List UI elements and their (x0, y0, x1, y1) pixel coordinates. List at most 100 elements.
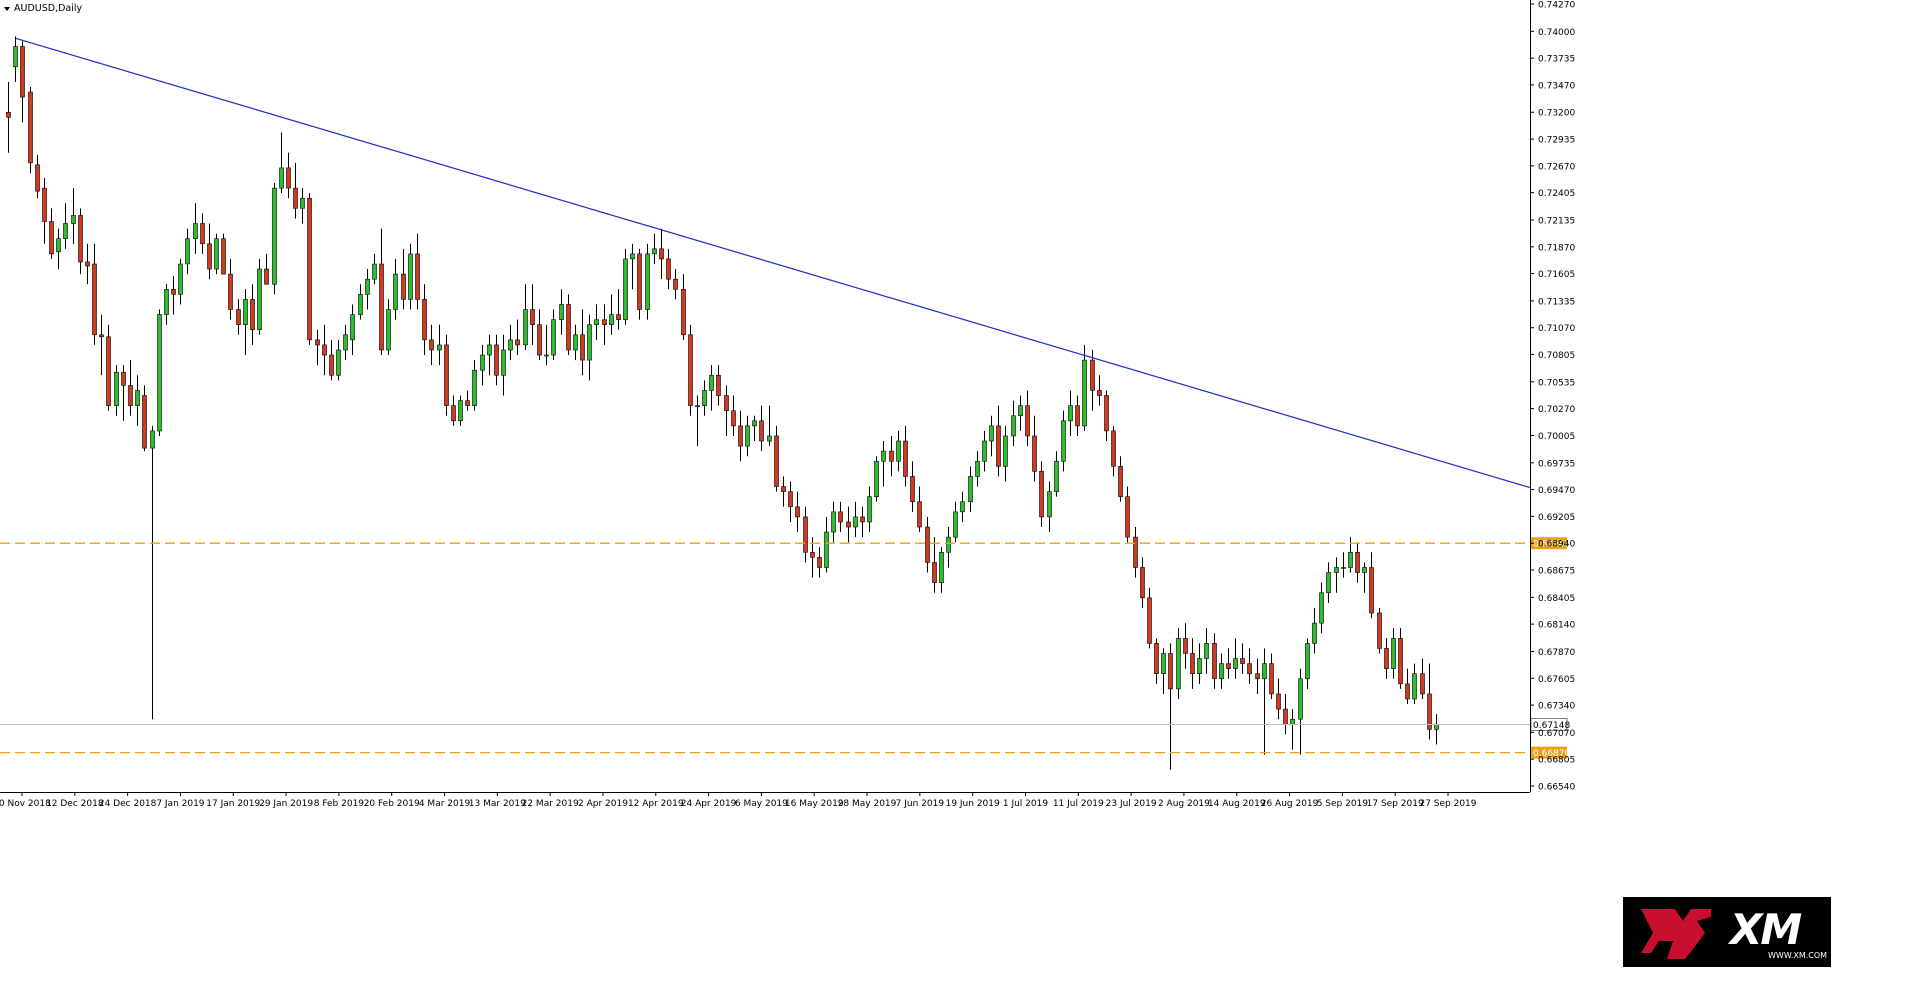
candle-bear (580, 334, 585, 361)
candle-bull (1348, 552, 1353, 568)
y-tick-label: 0.68405 (1538, 594, 1575, 604)
candle-bull (587, 324, 592, 361)
y-tick-label: 0.73470 (1538, 81, 1575, 91)
x-tick-label: 20 Feb 2019 (364, 799, 420, 809)
x-tick-label: 6 May 2019 (735, 799, 788, 809)
candle-bear (250, 299, 255, 331)
candle-bear (1154, 643, 1159, 675)
candle-bull (1068, 405, 1073, 422)
candle-bear (1140, 567, 1145, 599)
candle-bear (92, 263, 97, 336)
candle-bull (652, 248, 657, 255)
candle-bear (910, 476, 915, 503)
candle-bull (1334, 567, 1339, 573)
candle-bull (372, 263, 377, 280)
candle-bull (350, 314, 355, 341)
y-tick-label: 0.70535 (1538, 378, 1575, 388)
logo-brand: XM (1730, 905, 1802, 954)
candle-bull (1219, 663, 1224, 680)
candle-bear (781, 486, 786, 492)
x-tick-label: 22 Mar 2019 (522, 799, 579, 809)
candle-bear (602, 319, 607, 325)
x-tick-label: 12 Apr 2019 (628, 799, 684, 809)
x-tick-label: 17 Sep 2019 (1367, 799, 1424, 809)
candle-bear (322, 344, 327, 356)
candle-bull (594, 319, 599, 325)
candle-bull (1326, 572, 1331, 594)
x-tick-label: 11 Jul 2019 (1053, 799, 1104, 809)
y-tick-label: 0.73200 (1538, 109, 1575, 119)
x-tick-label: 2 Apr 2019 (578, 799, 628, 809)
candle-bull (1312, 622, 1317, 644)
candle-bear (207, 243, 212, 270)
y-tick-label: 0.70805 (1538, 351, 1575, 361)
candle-bull (1319, 592, 1324, 624)
candle-bear (537, 324, 542, 356)
candle-bull (487, 344, 492, 356)
logo-url: WWW.XM.COM (1768, 951, 1828, 960)
x-tick-label: 28 May 2019 (838, 799, 897, 809)
candle-bear (530, 309, 535, 325)
candle-bull (831, 511, 836, 533)
candle-bull (1176, 638, 1181, 690)
level-price-label: 0.66870 (1533, 749, 1570, 759)
candle-bear (1039, 471, 1044, 518)
candle-bull (953, 511, 958, 538)
candle-bull (164, 288, 169, 315)
xm-logo (1623, 897, 1831, 967)
candle-bull (1047, 491, 1052, 518)
candle-bear (1420, 673, 1425, 695)
candle-bull (1233, 658, 1238, 669)
candle-bear (28, 91, 33, 164)
x-tick-label: 16 May 2019 (785, 799, 844, 809)
candle-bull (853, 516, 858, 528)
x-tick-label: 29 Jan 2019 (259, 799, 313, 809)
candle-bear (121, 371, 126, 386)
candle-bear (917, 501, 922, 528)
candle-bear (264, 268, 269, 285)
y-tick-label: 0.71605 (1538, 270, 1575, 280)
candle-bull (623, 258, 628, 320)
candle-bear (422, 299, 427, 341)
symbol-dropdown-icon[interactable] (4, 7, 10, 11)
y-tick-label: 0.68675 (1538, 567, 1575, 577)
bull-icon (1641, 909, 1711, 959)
candle-bear (795, 506, 800, 518)
candle-bear (200, 223, 205, 245)
candle-bear (1147, 597, 1152, 644)
candle-bear (724, 395, 729, 411)
overlays-layer: 0.68940 0.66870 0.67148 (0, 37, 1570, 759)
candle-bull (1161, 653, 1166, 675)
candle-bull (1434, 723, 1439, 730)
candle-bull (1003, 435, 1008, 467)
candle-bull (874, 460, 879, 497)
candle-bull (408, 253, 413, 300)
candle-bull (573, 334, 578, 351)
y-tick-label: 0.68940 (1538, 540, 1575, 550)
candle-bear (1240, 658, 1245, 664)
y-tick-label: 0.69735 (1538, 459, 1575, 469)
x-tick-label: 23 Jul 2019 (1106, 799, 1157, 809)
candle-bull (386, 309, 391, 351)
candle-bear (889, 450, 894, 462)
level-price-label: 0.68940 (1533, 540, 1570, 550)
candle-bull (1298, 678, 1303, 720)
candle-bull (523, 309, 528, 346)
candle-bull (968, 476, 973, 503)
candle-bear (465, 400, 470, 406)
candle-bull (989, 425, 994, 442)
candle-bear (925, 526, 930, 563)
x-tick-label: 27 Sep 2019 (1419, 799, 1476, 809)
candle-bear (329, 354, 334, 376)
candle-bear (616, 314, 621, 320)
candle-bear (171, 288, 176, 295)
candle-bear (817, 557, 822, 568)
candle-bear (673, 278, 678, 290)
chart-title: AUDUSD,Daily (14, 3, 83, 14)
y-tick-label: 0.74270 (1538, 1, 1575, 11)
candle-bull (150, 430, 155, 449)
x-tick-label: 7 Jun 2019 (896, 799, 945, 809)
x-tick-label: 8 Feb 2019 (314, 799, 365, 809)
candle-bull (185, 238, 190, 265)
